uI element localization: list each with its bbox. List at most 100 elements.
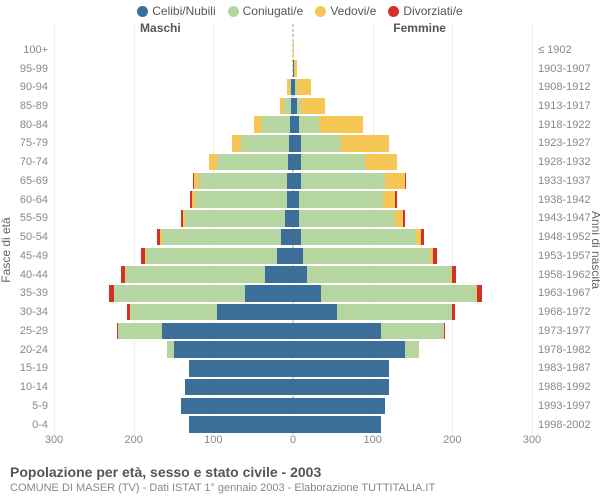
female-bar xyxy=(293,229,600,245)
x-tick: 300 xyxy=(523,434,541,446)
bar-row xyxy=(54,341,532,357)
bar-segment xyxy=(293,304,337,320)
bar-row xyxy=(54,360,532,376)
bar-row xyxy=(54,266,532,282)
legend-swatch xyxy=(315,6,326,17)
male-bar xyxy=(0,60,293,76)
bar-row xyxy=(54,135,532,151)
bar-segment xyxy=(297,79,311,95)
male-bar xyxy=(0,79,293,95)
male-bar xyxy=(0,173,293,189)
bar-segment xyxy=(195,191,287,207)
bar-segment xyxy=(277,248,293,264)
chart-subtitle: COMUNE DI MASER (TV) - Dati ISTAT 1° gen… xyxy=(10,482,590,494)
male-bar xyxy=(0,248,293,264)
male-bar xyxy=(0,116,293,132)
bar-segment xyxy=(189,360,293,376)
bar-segment xyxy=(405,173,407,189)
bar-segment xyxy=(293,135,301,151)
bar-segment xyxy=(217,304,293,320)
male-bar xyxy=(0,229,293,245)
legend-item: Coniugati/e xyxy=(228,4,304,18)
female-label: Femmine xyxy=(393,21,446,35)
female-bar xyxy=(293,135,600,151)
bar-row xyxy=(54,416,532,432)
bar-segment xyxy=(293,42,294,58)
bar-row xyxy=(54,323,532,339)
bar-segment xyxy=(321,285,476,301)
bar-row xyxy=(54,42,532,58)
female-bar xyxy=(293,323,600,339)
bar-segment xyxy=(301,98,325,114)
bar-segment xyxy=(162,323,293,339)
bar-segment xyxy=(293,398,385,414)
x-axis: 3002001000100200300 xyxy=(54,434,532,448)
female-bar xyxy=(293,360,600,376)
bar-segment xyxy=(299,191,383,207)
male-bar xyxy=(0,416,293,432)
female-bar xyxy=(293,341,600,357)
bar-row xyxy=(54,191,532,207)
female-bar xyxy=(293,416,600,432)
bar-segment xyxy=(452,266,456,282)
bar-segment xyxy=(217,154,289,170)
x-tick: 100 xyxy=(363,434,381,446)
bar-segment xyxy=(118,323,162,339)
bar-segment xyxy=(293,154,301,170)
bar-segment xyxy=(301,173,385,189)
bar-segment xyxy=(185,379,293,395)
bar-segment xyxy=(301,229,417,245)
bar-segment xyxy=(181,398,293,414)
male-bar xyxy=(0,285,293,301)
female-bar xyxy=(293,304,600,320)
legend-item: Celibi/Nubili xyxy=(137,4,215,18)
male-bar xyxy=(0,341,293,357)
x-tick: 100 xyxy=(204,434,222,446)
bar-segment xyxy=(185,210,285,226)
bar-segment xyxy=(293,416,381,432)
bar-segment xyxy=(293,360,389,376)
female-bar xyxy=(293,42,600,58)
bar-segment xyxy=(146,248,277,264)
bar-row xyxy=(54,229,532,245)
bar-segment xyxy=(265,266,293,282)
x-tick: 0 xyxy=(290,434,296,446)
bar-row xyxy=(54,398,532,414)
bar-segment xyxy=(174,341,294,357)
bar-row xyxy=(54,79,532,95)
bar-segment xyxy=(162,229,282,245)
female-bar xyxy=(293,98,600,114)
male-bar xyxy=(0,360,293,376)
bar-segment xyxy=(405,341,419,357)
bar-segment xyxy=(293,173,301,189)
bar-segment xyxy=(285,210,293,226)
female-bar xyxy=(293,116,600,132)
chart-title: Popolazione per età, sesso e stato civil… xyxy=(10,464,590,480)
male-bar xyxy=(0,42,293,58)
female-bar xyxy=(293,79,600,95)
bar-segment xyxy=(293,229,301,245)
chart-container: Celibi/Nubili Coniugati/e Vedovi/e Divorzia… xyxy=(0,0,600,500)
bar-segment xyxy=(293,248,303,264)
bar-segment xyxy=(254,116,262,132)
bar-segment xyxy=(301,135,341,151)
bar-segment xyxy=(385,173,405,189)
male-bar xyxy=(0,266,293,282)
female-bar xyxy=(293,210,600,226)
bar-segment xyxy=(232,135,242,151)
legend-item: Divorziati/e xyxy=(388,4,462,18)
bar-segment xyxy=(299,116,319,132)
bar-segment xyxy=(341,135,389,151)
female-bar xyxy=(293,154,600,170)
bar-row xyxy=(54,210,532,226)
bar-segment xyxy=(395,191,397,207)
bar-segment xyxy=(293,285,321,301)
bar-segment xyxy=(421,229,424,245)
bar-segment xyxy=(114,285,245,301)
legend-label: Divorziati/e xyxy=(403,4,462,18)
legend-label: Vedovi/e xyxy=(330,4,376,18)
male-bar xyxy=(0,379,293,395)
bar-segment xyxy=(452,304,454,320)
bar-segment xyxy=(307,266,450,282)
bar-segment xyxy=(262,116,290,132)
